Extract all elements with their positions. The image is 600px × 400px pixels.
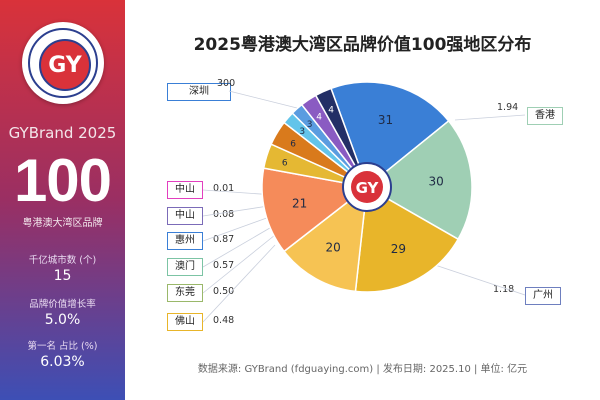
sidebar-subtitle: 粤港澳大湾区品牌 (22, 218, 103, 229)
stat-label-2: 品牌价值增长率 (29, 299, 96, 310)
left-value-0: 0.01 (213, 183, 235, 194)
brand-logo: GY (22, 22, 104, 104)
left-label-4: 东莞 (167, 284, 203, 302)
slice-value-label-0: 31 (378, 113, 393, 127)
pie-slice-10 (314, 87, 368, 188)
stat-label-3: 第一名 占比 (%) (27, 341, 98, 352)
slice-value-label-5: 6 (282, 159, 288, 169)
slice-value-label-8: 3 (307, 120, 313, 130)
slice-value-label-3: 20 (326, 240, 341, 254)
left-label-3: 澳门 (167, 258, 203, 276)
left-value-4: 0.50 (213, 286, 235, 297)
leader-line-left-4 (202, 234, 276, 294)
stat-label-1: 千亿城市数 (个) (28, 255, 97, 266)
stat-value-1: 15 (53, 268, 72, 284)
left-value-1: 0.08 (213, 209, 235, 220)
main-panel: 2025粤港澳大湾区品牌价值100强地区分布 中山 0.01 中山 0.08 惠州 0.8… (125, 0, 600, 400)
left-label-0: 中山 (167, 181, 203, 199)
leader-line-left-3 (202, 224, 276, 268)
leader-line-right-2 (434, 264, 526, 296)
slice-value-label-7: 3 (299, 127, 305, 137)
slice-value-label-1: 30 (428, 174, 443, 188)
value-shenzhen: 300 (217, 78, 236, 89)
label-shenzhen: 深圳 (167, 83, 231, 101)
leader-line-right-0 (228, 90, 306, 111)
left-label-1: 中山 (167, 207, 203, 225)
stat-value-3: 6.03% (40, 354, 85, 370)
left-value-5: 0.48 (213, 315, 235, 326)
leader-line-left-2 (202, 214, 276, 242)
slice-value-label-10: 4 (328, 106, 334, 116)
pie-slice-4 (261, 167, 369, 253)
brand-name: GYBrand 2025 (8, 124, 117, 142)
leader-line-left-1 (202, 204, 276, 217)
value-hongkong: 1.94 (497, 102, 519, 113)
data-source: 数据来源: GYBrand (fdguaying.com) | 发布日期: 20… (197, 364, 528, 375)
center-logo: GY (342, 162, 392, 212)
left-label-5: 佛山 (167, 313, 203, 331)
pie-slice-0 (330, 81, 450, 189)
left-value-2: 0.87 (213, 234, 235, 245)
slice-value-label-6: 6 (290, 140, 296, 150)
left-value-3: 0.57 (213, 260, 235, 271)
pie-slice-1 (365, 119, 473, 241)
pie-slice-2 (354, 185, 460, 293)
pie-slice-3 (283, 185, 368, 293)
label-hongkong: 香港 (527, 107, 563, 125)
slice-value-label-4: 21 (292, 196, 307, 210)
slice-value-label-9: 4 (316, 112, 322, 122)
leader-line-right-1 (454, 114, 526, 121)
left-label-2: 惠州 (167, 232, 203, 250)
stat-value-2: 5.0% (44, 312, 81, 328)
value-guangzhou: 1.18 (493, 284, 515, 295)
slice-value-label-2: 29 (391, 242, 406, 256)
label-guangzhou: 广州 (525, 287, 561, 305)
leader-line-left-5 (202, 244, 276, 323)
chart-title: 2025粤港澳大湾区品牌价值100强地区分布 (193, 35, 532, 55)
center-logo-text: GY (356, 179, 380, 197)
big-number: 100 (13, 147, 112, 214)
logo-text: GY (39, 39, 91, 91)
sidebar: GY GYBrand 2025 100 粤港澳大湾区品牌 千亿城市数 (个) 1… (0, 0, 125, 400)
